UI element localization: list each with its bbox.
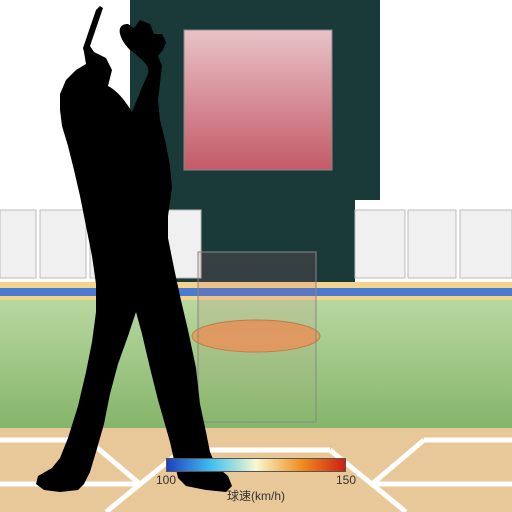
stand-panel: [0, 210, 36, 278]
legend-tick: 150: [336, 473, 356, 487]
scoreboard-panel: [184, 30, 332, 170]
legend-title: 球速(km/h): [166, 487, 346, 504]
stand-panel: [40, 210, 86, 278]
legend-ticks: 100150: [166, 473, 346, 487]
stand-panel: [355, 210, 405, 278]
pitch-chart: [0, 0, 512, 512]
speed-legend: 100150 球速(km/h): [166, 458, 346, 504]
legend-gradient-bar: [166, 458, 346, 472]
stand-panel: [408, 210, 456, 278]
stand-panel: [460, 210, 512, 278]
strike-zone: [198, 252, 316, 422]
legend-tick: 100: [156, 473, 176, 487]
